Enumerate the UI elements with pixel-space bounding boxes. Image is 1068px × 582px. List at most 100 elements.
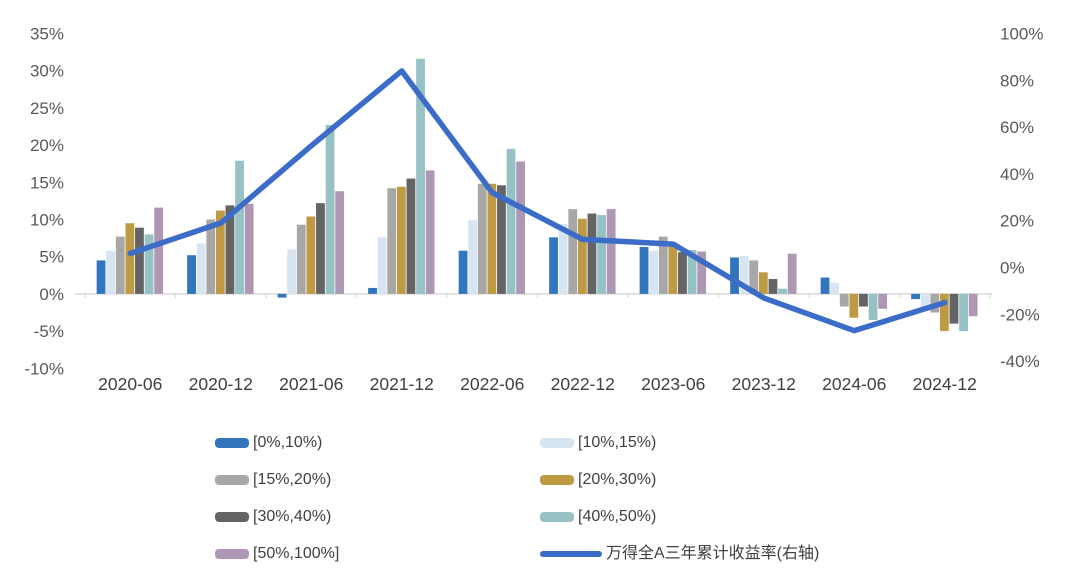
legend-item-[50%,100%]: [50%,100%]: [215, 545, 339, 563]
bar-[15%,20%): [387, 188, 397, 294]
left-axis-tick-label: 5%: [39, 248, 64, 267]
right-axis-tick-label: 20%: [1000, 212, 1034, 231]
bar-[30%,40%): [316, 203, 325, 294]
bar-[50%,100%]: [697, 251, 707, 294]
bar-[30%,40%): [497, 185, 506, 294]
right-axis-tick-label: 60%: [1000, 118, 1034, 137]
right-axis-tick-label: 0%: [1000, 259, 1025, 278]
bar-[10%,15%): [649, 250, 659, 294]
right-axis-tick-label: -20%: [1000, 305, 1040, 324]
bar-[10%,15%): [468, 220, 478, 294]
bar-[10%,15%): [377, 237, 387, 294]
bar-[20%,30%): [215, 210, 225, 294]
bar-[30%,40%): [135, 227, 144, 294]
bar-[30%,40%): [225, 205, 235, 294]
bar-[10%,15%): [739, 255, 749, 294]
bar-[0%,10%): [639, 247, 649, 294]
legend-swatch-icon: [215, 475, 249, 485]
bar-[40%,50%): [778, 288, 787, 294]
bar-[15%,20%): [839, 293, 849, 307]
bar-[30%,40%): [406, 178, 416, 294]
bar-[0%,10%): [820, 277, 830, 294]
bar-[0%,10%): [187, 255, 196, 294]
legend-swatch-icon: [215, 512, 249, 522]
bar-[20%,30%): [668, 245, 678, 294]
bar-[15%,20%): [749, 260, 759, 294]
legend-line-swatch-icon: [540, 551, 602, 557]
bar-[30%,40%): [949, 293, 959, 324]
right-axis-tick-label: 40%: [1000, 165, 1034, 184]
bar-[50%,100%]: [878, 293, 888, 309]
bar-[10%,15%): [106, 250, 116, 294]
bar-[40%,50%): [959, 293, 968, 332]
bar-[40%,50%): [235, 160, 244, 294]
left-axis-tick-label: 30%: [30, 62, 64, 81]
bar-[40%,50%): [416, 58, 425, 294]
bar-[40%,50%): [506, 148, 516, 294]
left-axis-tick-label: 15%: [30, 173, 64, 192]
legend-label: [30%,40%): [253, 508, 332, 525]
legend-label: [20%,30%): [578, 471, 657, 488]
bar-[40%,50%): [325, 125, 335, 294]
x-axis-category-label: 2022-12: [551, 374, 615, 394]
legend-item-[40%,50%): [40%,50%): [540, 508, 656, 526]
legend-label: [40%,50%): [578, 508, 657, 525]
bar-[50%,100%]: [154, 207, 164, 294]
bar-[50%,100%]: [787, 253, 797, 294]
legend-item-[20%,30%): [20%,30%): [540, 471, 656, 489]
bar-[50%,100%]: [606, 209, 616, 294]
bar-[20%,30%): [396, 186, 406, 294]
bar-[0%,10%): [730, 257, 739, 294]
left-axis-tick-label: 0%: [39, 285, 64, 304]
right-axis-tick-label: -40%: [1000, 352, 1040, 371]
legend-item-line: 万得全A三年累计收益率(右轴): [540, 545, 819, 563]
left-axis-tick-label: -5%: [34, 322, 64, 341]
bar-[20%,30%): [125, 223, 135, 294]
bar-[50%,100%]: [244, 203, 254, 294]
bar-[10%,15%): [920, 293, 930, 309]
bar-[0%,10%): [911, 293, 920, 300]
bar-[20%,30%): [758, 272, 768, 294]
bar-[30%,40%): [859, 293, 868, 307]
legend-item-[0%,10%): [0%,10%): [215, 434, 322, 452]
x-axis-category-label: 2021-12: [370, 374, 434, 394]
legend: [0%,10%) [10%,15%) [15%,20%) [20%,30%) [30%,…: [0, 0, 1068, 562]
x-axis-category-label: 2024-12: [913, 374, 977, 394]
line-series: [127, 68, 948, 334]
bar-[15%,20%): [658, 236, 668, 294]
legend-swatch-icon: [215, 549, 249, 559]
bar-[10%,15%): [287, 249, 297, 294]
legend-swatch-icon: [540, 438, 574, 448]
x-axis-category-label: 2020-06: [98, 374, 162, 394]
bar-[0%,10%): [549, 237, 558, 294]
bar-[15%,20%): [477, 183, 487, 294]
legend-item-[10%,15%): [10%,15%): [540, 434, 656, 452]
bar-[10%,15%): [558, 223, 568, 294]
bar-[50%,100%]: [968, 293, 978, 317]
legend-label: [15%,20%): [253, 471, 332, 488]
bar-[30%,40%): [678, 252, 687, 294]
x-axis-category-label: 2021-06: [279, 374, 343, 394]
bar-[20%,30%): [306, 216, 316, 294]
bar-[50%,100%]: [425, 170, 435, 294]
bar-[30%,40%): [768, 279, 778, 294]
x-axis-category-label: 2023-06: [641, 374, 705, 394]
bar-[50%,100%]: [516, 161, 526, 294]
legend-label: [10%,15%): [578, 434, 657, 451]
bar-[10%,15%): [196, 243, 206, 294]
bar-[30%,40%): [587, 213, 597, 294]
bar-[0%,10%): [96, 260, 106, 294]
bar-[40%,50%): [687, 250, 697, 294]
x-axis-category-label: 2024-06: [822, 374, 886, 394]
legend-item-[30%,40%): [30%,40%): [215, 508, 331, 526]
left-axis-tick-label: 20%: [30, 136, 64, 155]
left-axis-tick-label: -10%: [24, 359, 64, 378]
x-axis-category-label: 2020-12: [189, 374, 253, 394]
left-axis-tick-label: 25%: [30, 99, 64, 118]
bar-[0%,10%): [277, 293, 287, 298]
bar-[0%,10%): [458, 250, 468, 294]
bar-[20%,30%): [939, 293, 949, 332]
legend-swatch-icon: [215, 438, 249, 448]
bar-[15%,20%): [296, 224, 306, 294]
bar-[15%,20%): [115, 236, 125, 294]
